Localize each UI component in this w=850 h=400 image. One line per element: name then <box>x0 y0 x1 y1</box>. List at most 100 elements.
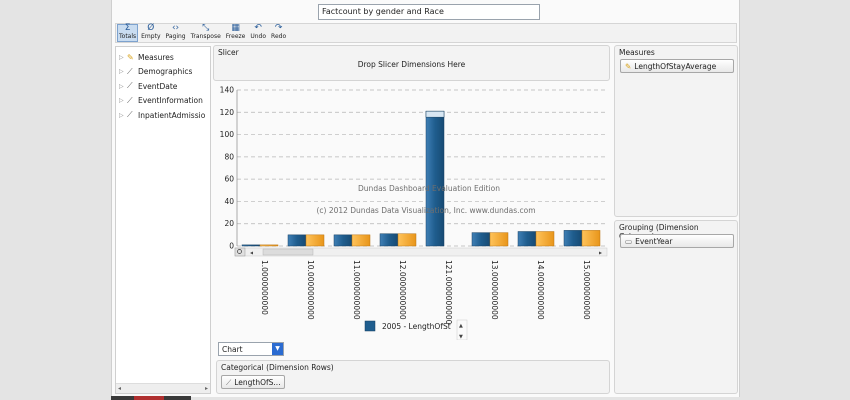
slicer-title: Slicer <box>218 48 239 57</box>
bar-series-1 <box>333 234 353 247</box>
dimension-icon: ⟋ <box>127 110 133 120</box>
watermark-line-2: (c) 2012 Dundas Data Visualization, Inc.… <box>316 206 535 215</box>
scroll-thumb <box>262 248 314 256</box>
status-indicator <box>134 396 164 400</box>
bar-highlight <box>425 110 445 118</box>
slicer-drop-zone[interactable]: Drop Slicer Dimensions Here <box>357 60 466 69</box>
toolbar-empty-button[interactable]: Ø Empty <box>139 24 162 42</box>
legend-scroller <box>456 319 468 340</box>
toolbar-freeze-button[interactable]: ▦ Freeze <box>224 24 248 42</box>
legend-up-icon: ▲ <box>459 323 463 329</box>
bar-series-1 <box>287 234 307 247</box>
tree-item[interactable]: ▷ ⟋ Demographics <box>116 65 210 80</box>
expand-arrow-icon[interactable]: ▷ <box>119 68 124 76</box>
undo-icon: ↶ <box>254 23 262 33</box>
y-tick-label: 0 <box>229 242 234 251</box>
view-type-select[interactable]: Chart ▼ <box>218 342 284 356</box>
toolbar-button-label: Undo <box>250 33 267 40</box>
x-tick-label: 121.0000000000 <box>444 260 453 325</box>
legend-label: 2005 - LengthOfSt <box>382 322 451 331</box>
view-type-value: Chart <box>222 345 243 354</box>
expand-arrow-icon[interactable]: ▷ <box>119 97 124 105</box>
grouping-chip-label: EventYear <box>635 237 673 246</box>
measures-panel[interactable]: Measures ✎ LengthOfStayAverage <box>614 45 738 217</box>
bar-series-2 <box>259 244 279 247</box>
scroll-left-icon: ◂ <box>250 250 253 257</box>
toolbar-paging-button[interactable]: ‹› Paging <box>164 24 188 42</box>
categorical-chip-label: LengthOfS... <box>234 378 281 387</box>
bar-series-2 <box>397 233 417 247</box>
bar-series-2 <box>535 231 555 247</box>
expand-arrow-icon[interactable]: ▷ <box>119 53 124 61</box>
expand-arrow-icon[interactable]: ▷ <box>119 82 124 90</box>
toolbar-button-label: Freeze <box>225 33 246 40</box>
magnifier-icon <box>237 249 242 254</box>
tree-item[interactable]: ▷ ⟋ EventInformation <box>116 94 210 109</box>
toolbar-button-label: Empty <box>141 33 161 40</box>
categorical-panel[interactable]: Categorical (Dimension Rows) ⟋ LengthOfS.… <box>216 360 610 394</box>
y-tick-label: 80 <box>224 152 234 161</box>
bar-series-1 <box>425 110 445 247</box>
dimension-tree: ▷ ✎ Measures ▷ ⟋ Demographics ▷ ⟋ EventDate ▷ ⟋ Eve… <box>115 46 211 394</box>
bar-series-2 <box>489 232 509 247</box>
y-tick-label: 120 <box>220 108 235 117</box>
toolbar-totals-button[interactable]: Σ Totals <box>117 23 139 42</box>
toolbar-undo-button[interactable]: ↶ Undo <box>248 24 268 42</box>
transpose-icon: ⤡ <box>202 23 210 33</box>
report-title-input[interactable]: Factcount by gender and Race <box>318 4 540 20</box>
x-tick-label: 11.0000000000 <box>352 260 361 320</box>
dimension-icon: ⟋ <box>127 95 133 105</box>
x-tick-label: 10.0000000000 <box>306 260 315 320</box>
expand-arrow-icon[interactable]: ▷ <box>119 111 124 119</box>
scroll-right-icon: ▸ <box>599 250 602 257</box>
redo-icon: ↷ <box>274 23 283 33</box>
x-tick-label: 14.0000000000 <box>536 260 545 320</box>
tree-item[interactable]: ▷ ✎ Measures <box>116 50 210 65</box>
empty-set-icon: Ø <box>147 23 155 33</box>
x-tick-label: 12.0000000000 <box>398 260 407 320</box>
y-tick-label: 60 <box>224 175 234 184</box>
watermark-line-1: Dundas Dashboard Evaluation Edition <box>358 184 500 193</box>
dimension-icon: ⟋ <box>226 378 232 387</box>
bar-series-2 <box>305 234 325 247</box>
scroll-left-icon[interactable]: ◂ <box>118 385 122 392</box>
legend-down-icon: ▼ <box>459 334 463 340</box>
y-tick-label: 100 <box>220 130 235 139</box>
grouping-chip[interactable]: ▭ EventYear <box>620 234 734 248</box>
x-tick-label: 1.0000000000 <box>260 260 269 315</box>
measure-chip-label: LengthOfStayAverage <box>634 62 717 71</box>
toolbar-button-label: Totals <box>119 33 137 40</box>
chart: 0 20 40 60 80 100 120 140 1.0000000000 10.0000000… <box>220 86 608 340</box>
grouping-panel[interactable]: Grouping (Dimension Columns) ▭EventYear <box>614 220 738 394</box>
y-tick-label: 20 <box>224 219 234 228</box>
tree-item-label: Measures <box>138 52 174 62</box>
tree-item-label: Demographics <box>138 67 193 77</box>
slicer-panel[interactable]: Slicer Drop Slicer Dimensions Here <box>213 45 610 81</box>
freeze-grid-icon: ▦ <box>231 23 240 33</box>
tree-item-label: EventDate <box>138 81 178 91</box>
tree-item-label: EventInformation <box>138 96 203 106</box>
toolbar-button-label: Redo <box>271 33 287 40</box>
measure-chip[interactable]: ✎ LengthOfStayAverage <box>620 59 734 73</box>
bar-series-1 <box>563 230 583 247</box>
scroll-right-icon[interactable]: ▸ <box>204 385 208 392</box>
y-tick-label: 140 <box>220 86 235 95</box>
y-tick-label: 40 <box>224 197 234 206</box>
sigma-icon: Σ <box>124 23 131 33</box>
bar-series-2 <box>581 230 601 247</box>
tree-item[interactable]: ▷ ⟋ EventDate <box>116 79 210 94</box>
bar-series-1 <box>379 233 399 247</box>
bar-series-1 <box>241 244 261 247</box>
toolbar-button-label: Transpose <box>190 33 221 40</box>
categorical-chip[interactable]: ⟋ LengthOfS... <box>221 375 285 389</box>
toolbar: Σ Totals Ø Empty ‹› Paging ⤡ Transpose ▦ Freeze ↶ U… <box>115 23 737 43</box>
toolbar-redo-button[interactable]: ↷ Redo <box>269 24 288 42</box>
measures-icon: ✎ <box>127 52 134 62</box>
dimension-icon: ⟋ <box>127 66 133 76</box>
chevron-down-icon[interactable]: ▼ <box>272 343 283 355</box>
tree-horizontal-scrollbar[interactable]: ◂ ▸ <box>116 383 210 393</box>
tree-item[interactable]: ▷ ⟋ InpatientAdmissio <box>116 108 210 123</box>
toolbar-transpose-button[interactable]: ⤡ Transpose <box>189 24 223 42</box>
paging-icon: ‹› <box>171 23 180 33</box>
bar-series-1 <box>471 232 491 247</box>
